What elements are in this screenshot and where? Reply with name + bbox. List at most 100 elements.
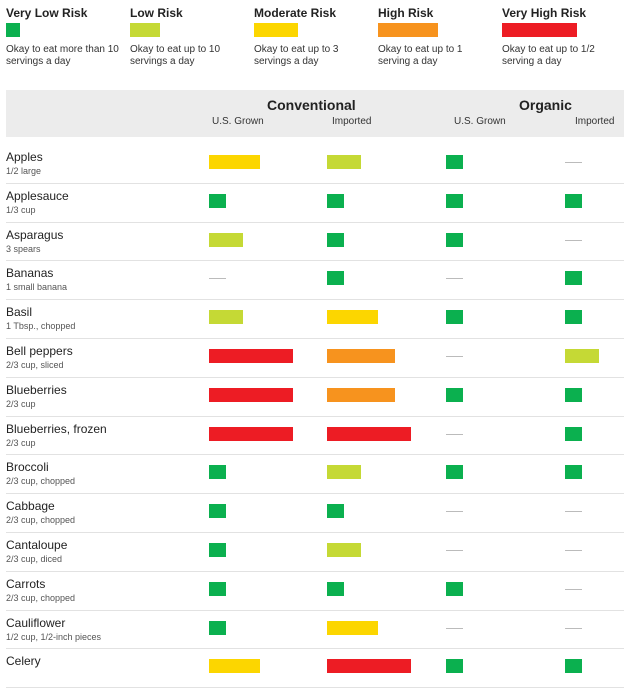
table-row: Apples 1/2 large — [6, 145, 624, 184]
no-data-dash — [446, 433, 463, 435]
legend-desc: Okay to eat up to 3 servings a day — [254, 44, 339, 67]
serving-size: 2/3 cup, diced — [6, 553, 63, 564]
table-row: Bell peppers 2/3 cup, sliced — [6, 339, 624, 378]
risk-bar — [446, 465, 463, 480]
risk-bar — [209, 542, 226, 557]
legend-item-high: High Risk Okay to eat up to 1 serving a … — [378, 6, 463, 67]
food-name: Applesauce — [6, 188, 69, 203]
table-row: Applesauce 1/3 cup — [6, 184, 624, 223]
serving-size: 1 Tbsp., chopped — [6, 321, 76, 332]
legend-swatch-moderate — [254, 23, 298, 37]
legend-desc: Okay to eat up to 1/2 serving a day — [502, 44, 595, 67]
risk-bar — [209, 504, 226, 519]
risk-bar — [209, 348, 293, 363]
risk-table: Apples 1/2 large Applesauce 1/3 cup Asparagu… — [6, 145, 624, 688]
risk-bar — [327, 387, 395, 402]
risk-legend: Very Low Risk Okay to eat more than 10 s… — [0, 0, 624, 80]
legend-item-very-high: Very High Risk Okay to eat up to 1/2 ser… — [502, 6, 595, 67]
risk-bar — [565, 387, 582, 402]
risk-bar — [327, 193, 344, 208]
risk-bar — [565, 193, 582, 208]
legend-swatch-very-high — [502, 23, 577, 37]
legend-swatch-low — [130, 23, 160, 37]
risk-bar — [565, 310, 582, 325]
food-name: Celery — [6, 654, 41, 669]
no-data-dash — [565, 588, 582, 590]
risk-bar — [446, 659, 463, 674]
legend-title: Very Low Risk — [6, 6, 88, 20]
column-label: Imported — [575, 116, 615, 127]
serving-size: 2/3 cup, chopped — [6, 476, 76, 487]
food-name: Apples — [6, 150, 43, 164]
risk-bar — [327, 348, 395, 363]
table-row: Broccoli 2/3 cup, chopped — [6, 455, 624, 495]
no-data-dash — [446, 627, 463, 629]
legend-desc: Okay to eat more than 10 servings a day — [6, 44, 119, 67]
food-name: Cabbage — [6, 499, 55, 514]
legend-title: Low Risk — [130, 6, 183, 20]
legend-item-low: Low Risk Okay to eat up to 10 servings a… — [130, 6, 220, 67]
table-row: Asparagus 3 spears — [6, 223, 624, 262]
risk-bar — [565, 348, 599, 363]
food-name: Blueberries, frozen — [6, 421, 107, 436]
table-row: Celery — [6, 649, 624, 688]
legend-desc: Okay to eat up to 1 serving a day — [378, 44, 463, 67]
table-row: Carrots 2/3 cup, chopped — [6, 572, 624, 611]
legend-title: High Risk — [378, 6, 434, 20]
legend-title: Moderate Risk — [254, 6, 337, 20]
risk-bar — [327, 620, 378, 635]
conventional-heading: Conventional — [267, 97, 356, 113]
risk-bar — [565, 659, 582, 674]
no-data-dash — [446, 355, 463, 357]
food-name: Cauliflower — [6, 615, 66, 630]
column-label: Imported — [332, 116, 372, 127]
risk-bar — [446, 387, 463, 402]
food-name: Cantaloupe — [6, 537, 68, 552]
risk-bar — [327, 310, 378, 325]
food-name: Basil — [6, 305, 33, 320]
risk-bar — [446, 155, 463, 169]
risk-bar — [209, 426, 293, 441]
food-name: Blueberries — [6, 382, 67, 397]
risk-bar — [565, 465, 582, 480]
table-row: Basil 1 Tbsp., chopped — [6, 300, 624, 339]
no-data-dash — [565, 162, 582, 163]
risk-bar — [209, 155, 260, 169]
legend-desc: Okay to eat up to 10 servings a day — [130, 44, 221, 67]
food-name: Asparagus — [6, 227, 64, 242]
risk-bar — [209, 620, 226, 635]
risk-bar — [209, 193, 226, 208]
risk-bar — [209, 232, 243, 247]
legend-item-very-low: Very Low Risk Okay to eat more than 10 s… — [6, 6, 119, 67]
table-row: Cauliflower 1/2 cup, 1/2-inch pieces — [6, 611, 624, 650]
risk-bar — [209, 387, 293, 402]
serving-size: 2/3 cup — [6, 398, 36, 409]
table-header: Conventional Organic U.S. Grown Imported… — [6, 90, 624, 137]
food-name: Carrots — [6, 576, 46, 591]
no-data-dash — [446, 511, 463, 513]
table-row: Cantaloupe 2/3 cup, diced — [6, 533, 624, 572]
serving-size: 2/3 cup — [6, 437, 36, 448]
no-data-dash — [446, 549, 463, 551]
organic-heading: Organic — [519, 97, 572, 113]
column-label: U.S. Grown — [454, 116, 506, 127]
no-data-dash — [446, 278, 463, 280]
food-name: Bell peppers — [6, 343, 73, 358]
table-row: Cabbage 2/3 cup, chopped — [6, 494, 624, 533]
risk-bar — [446, 193, 463, 208]
serving-size: 1 small banana — [6, 282, 68, 293]
table-row: Blueberries, frozen 2/3 cup — [6, 417, 624, 456]
serving-size: 2/3 cup, chopped — [6, 592, 76, 603]
table-row: Blueberries 2/3 cup — [6, 378, 624, 417]
risk-bar — [327, 232, 344, 247]
food-name: Broccoli — [6, 460, 49, 475]
risk-bar — [327, 155, 361, 169]
risk-bar — [209, 659, 260, 674]
risk-bar — [327, 581, 344, 596]
risk-bar — [327, 426, 411, 441]
legend-swatch-high — [378, 23, 438, 37]
risk-bar — [565, 426, 582, 441]
serving-size: 1/2 large — [6, 166, 42, 176]
no-data-dash — [565, 239, 582, 241]
risk-bar — [565, 271, 582, 286]
